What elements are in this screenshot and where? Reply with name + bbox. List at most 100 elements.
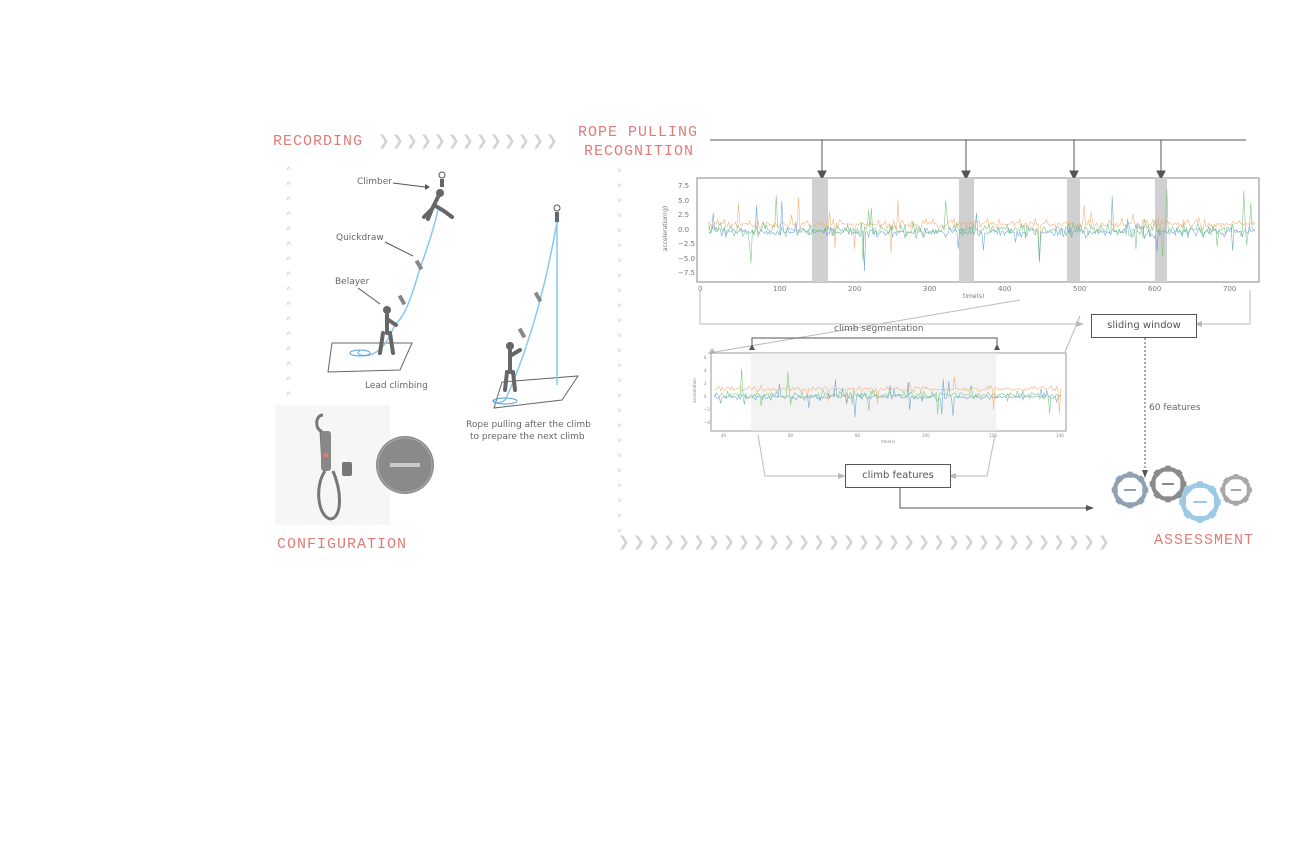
flow-connectors: [699, 290, 1251, 511]
main-y-tick-label: −5.0: [678, 254, 695, 263]
bottom-chevron: ❯: [1098, 534, 1110, 550]
quickdraw-sensor-image: [275, 405, 434, 525]
middle-chevron: ˅: [616, 468, 623, 484]
bottom-chevron: ❯: [843, 534, 855, 550]
bottom-chevron: ❯: [648, 534, 660, 550]
climber-pointer: [392, 182, 430, 190]
gear-icon: [1220, 474, 1252, 506]
climb-segmentation-label: climb segmentation: [834, 324, 924, 334]
bottom-chevron: ❯: [918, 534, 930, 550]
signal-trace: [708, 189, 1256, 264]
main-y-tick-label: 5.0: [678, 196, 690, 205]
signal-trace: [708, 197, 1256, 261]
rope-pulling-illustration: [492, 204, 579, 409]
left-chevron: ˄: [285, 256, 292, 272]
middle-chevron: ˅: [616, 423, 623, 439]
zoom-y-tick-label: 2: [704, 381, 707, 386]
bottom-chevron: ❯: [738, 534, 750, 550]
left-chevron: ˄: [285, 286, 292, 302]
middle-chevron: ˅: [616, 363, 623, 379]
middle-chevron: ˅: [616, 318, 623, 334]
main-y-tick-label: −7.5: [678, 269, 695, 277]
top-chevron: ❯: [406, 133, 418, 149]
top-chevron: ❯: [518, 133, 530, 149]
top-chevron: ❯: [448, 133, 460, 149]
middle-chevron: ˅: [616, 228, 623, 244]
left-chevron: ˄: [285, 346, 292, 362]
bottom-chevron: ❯: [753, 534, 765, 550]
middle-chevron: ˅: [616, 213, 623, 229]
top-chevron: ❯: [378, 133, 390, 149]
signal-trace: [714, 376, 1062, 414]
bottom-chevron: ❯: [1038, 534, 1050, 550]
left-chevron: ˄: [285, 301, 292, 317]
bottom-chevron: ❯: [798, 534, 810, 550]
sliding-window-box: sliding window: [1091, 314, 1197, 338]
zoom-acceleration-plot: [710, 352, 1067, 432]
zoom-y-tick-label: 4: [704, 368, 707, 373]
bottom-chevron: ❯: [888, 534, 900, 550]
main-x-tick-label: 300: [923, 285, 937, 293]
bottom-chevron: ❯: [993, 534, 1005, 550]
left-chevron: ˄: [285, 196, 292, 212]
left-chevron: ˄: [285, 391, 292, 407]
bottom-chevron: ❯: [618, 534, 630, 550]
left-chevron: ˄: [285, 226, 292, 242]
bottom-chevron: ❯: [828, 534, 840, 550]
bottom-chevron: ❯: [708, 534, 720, 550]
quickdraw-pointer: [384, 241, 414, 257]
middle-chevron: ˅: [616, 288, 623, 304]
configuration-heading: CONFIGURATION: [277, 536, 408, 553]
main-y-tick-label: −2.5: [678, 240, 695, 248]
bottom-chevron: ❯: [1053, 534, 1065, 550]
main-y-tick-label: 2.5: [678, 211, 690, 219]
left-chevron: ˄: [285, 316, 292, 332]
recording-heading: RECORDING: [273, 133, 364, 150]
middle-chevron: ˅: [616, 243, 623, 259]
gear-icon: [1149, 465, 1187, 503]
top-chevron: ❯: [420, 133, 432, 149]
left-chevron: ˄: [285, 271, 292, 287]
lead-climbing-illustration: [327, 171, 454, 373]
belayer-pointer: [357, 287, 381, 305]
bottom-chevron: ❯: [813, 534, 825, 550]
left-chevron: ˄: [285, 211, 292, 227]
zoom-x-tick-label: 40: [721, 433, 727, 438]
left-chevron: ˄: [285, 181, 292, 197]
left-chevron: ˄: [285, 376, 292, 392]
middle-chevron: ˅: [616, 408, 623, 424]
middle-chevron: ˅: [616, 498, 623, 514]
top-chevron: ❯: [462, 133, 474, 149]
zoom-x-tick-label: 60: [788, 433, 794, 438]
assessment-gears-icon: [1111, 465, 1252, 523]
climb-segment-highlight: [1067, 178, 1080, 282]
top-chevron: ❯: [532, 133, 544, 149]
top-chevron: ❯: [490, 133, 502, 149]
lead-climbing-caption: Lead climbing: [365, 381, 428, 391]
main-x-tick-label: 400: [998, 285, 1012, 293]
zoom-y-tick-label: 0: [704, 394, 707, 399]
climber-label: Climber: [357, 177, 393, 187]
bottom-chevron: ❯: [663, 534, 675, 550]
main-y-tick-label: 0.0: [678, 225, 690, 234]
climb-segment-highlight: [1155, 178, 1167, 282]
main-x-tick-label: 600: [1148, 285, 1162, 293]
zoom-x-tick-label: 100: [922, 433, 930, 438]
bottom-chevron: ❯: [633, 534, 645, 550]
bottom-chevron: ❯: [678, 534, 690, 550]
bottom-chevron: ❯: [1083, 534, 1095, 550]
bottom-chevron: ❯: [933, 534, 945, 550]
zoom-y-tick-label: −2: [704, 407, 710, 412]
middle-chevron: ˅: [616, 393, 623, 409]
main-x-tick-label: 500: [1073, 285, 1087, 293]
bottom-chevron: ❯: [1023, 534, 1035, 550]
signal-trace: [714, 378, 1061, 418]
bottom-chevron: ❯: [1008, 534, 1020, 550]
top-chevron: ❯: [434, 133, 446, 149]
left-chevron: ˄: [285, 361, 292, 377]
middle-chevron: ˅: [616, 453, 623, 469]
zoom-x-tick-label: 140: [1056, 433, 1064, 438]
signal-trace: [714, 368, 1061, 415]
top-chevron: ❯: [504, 133, 516, 149]
climb-segment-highlight: [812, 178, 828, 282]
